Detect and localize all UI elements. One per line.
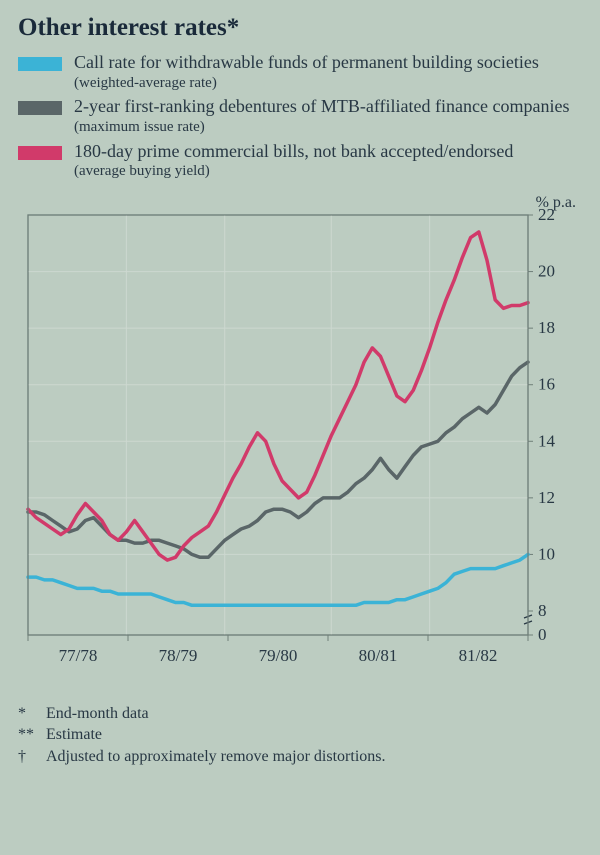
svg-text:14: 14 (538, 431, 556, 450)
svg-text:18: 18 (538, 318, 555, 337)
chart-title: Other interest rates* (18, 14, 582, 42)
svg-text:22: 22 (538, 205, 555, 224)
legend-swatch (18, 57, 62, 71)
footnote-mark: ** (18, 724, 46, 746)
footnote-text: Adjusted to approximately remove major d… (46, 746, 386, 768)
legend-label-sub: (weighted-average rate) (74, 74, 539, 92)
svg-text:81/82: 81/82 (459, 646, 498, 665)
legend-swatch (18, 146, 62, 160)
legend-label: Call rate for withdrawable funds of perm… (74, 52, 539, 92)
svg-text:20: 20 (538, 261, 555, 280)
legend-label-main: Call rate for withdrawable funds of perm… (74, 52, 539, 74)
footnotes: *End-month data**Estimate†Adjusted to ap… (18, 703, 582, 768)
svg-text:78/79: 78/79 (159, 646, 198, 665)
footnote: **Estimate (18, 724, 582, 746)
legend-label-sub: (average buying yield) (74, 162, 513, 180)
svg-text:10: 10 (538, 544, 555, 563)
footnote: *End-month data (18, 703, 582, 725)
legend-item: 2-year first-ranking debentures of MTB-a… (18, 96, 582, 136)
legend-label-main: 180-day prime commercial bills, not bank… (74, 141, 513, 163)
legend-label: 2-year first-ranking debentures of MTB-a… (74, 96, 569, 136)
footnote: †Adjusted to approximately remove major … (18, 746, 582, 768)
footnote-mark: † (18, 746, 46, 768)
svg-text:0: 0 (538, 625, 547, 644)
svg-text:80/81: 80/81 (359, 646, 398, 665)
legend-label: 180-day prime commercial bills, not bank… (74, 141, 513, 181)
legend-swatch (18, 101, 62, 115)
legend-label-sub: (maximum issue rate) (74, 118, 569, 136)
legend-item: Call rate for withdrawable funds of perm… (18, 52, 582, 92)
svg-text:79/80: 79/80 (259, 646, 298, 665)
legend-item: 180-day prime commercial bills, not bank… (18, 141, 582, 181)
chart-svg: % p.a.081012141618202277/7878/7979/8080/… (18, 185, 582, 695)
footnote-mark: * (18, 703, 46, 725)
svg-text:12: 12 (538, 488, 555, 507)
svg-text:77/78: 77/78 (59, 646, 98, 665)
legend: Call rate for withdrawable funds of perm… (18, 52, 582, 181)
svg-text:8: 8 (538, 601, 547, 620)
footnote-text: Estimate (46, 724, 102, 746)
svg-text:16: 16 (538, 374, 555, 393)
footnote-text: End-month data (46, 703, 149, 725)
chart-area: % p.a.081012141618202277/7878/7979/8080/… (18, 185, 582, 695)
legend-label-main: 2-year first-ranking debentures of MTB-a… (74, 96, 569, 118)
